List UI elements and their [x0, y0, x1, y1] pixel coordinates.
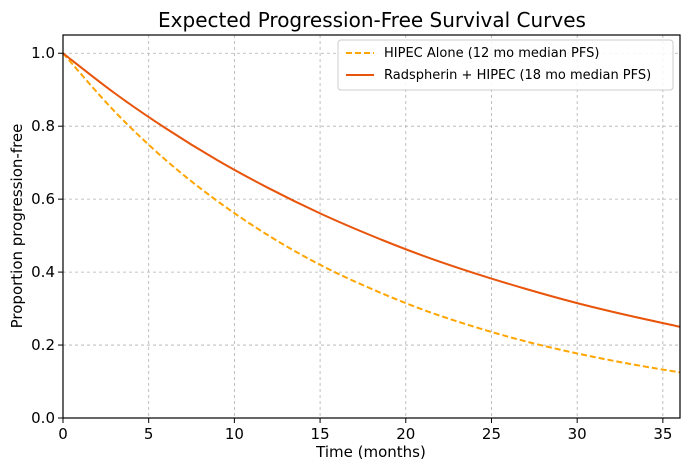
plot-frame [62, 34, 681, 419]
y-tick-label: 0.2 [31, 336, 55, 354]
legend-box [337, 39, 674, 91]
series-layer [62, 52, 681, 374]
x-tick-label: 0 [58, 425, 68, 443]
grid [63, 35, 680, 418]
chart-title: Expected Progression-Free Survival Curve… [158, 8, 586, 32]
y-tick-label: 0.4 [31, 263, 55, 281]
x-tick-label: 30 [568, 425, 587, 443]
x-tick-label: 35 [653, 425, 672, 443]
y-tick-label: 0.6 [31, 190, 55, 208]
x-tick-label: 5 [144, 425, 154, 443]
x-axis-ticks: 0 5 10 15 20 25 30 35 [58, 418, 672, 443]
y-axis-label: Proportion progression-free [8, 124, 26, 329]
y-tick-label: 0.0 [31, 409, 55, 427]
y-tick-label: 0.8 [31, 117, 55, 135]
x-tick-label: 20 [396, 425, 415, 443]
y-axis-ticks: 0.0 0.2 0.4 0.6 0.8 1.0 [31, 44, 63, 427]
legend-label-hipec-alone: HIPEC Alone (12 mo median PFS) [384, 46, 599, 61]
x-tick-label: 25 [482, 425, 501, 443]
legend: HIPEC Alone (12 mo median PFS) Radspheri… [337, 39, 674, 91]
series-line-radspherin-hipec [62, 52, 681, 328]
x-tick-label: 15 [311, 425, 330, 443]
x-axis-label: Time (months) [315, 443, 426, 461]
x-tick-label: 10 [225, 425, 244, 443]
legend-label-radspherin-hipec: Radspherin + HIPEC (18 mo median PFS) [384, 68, 651, 83]
y-tick-label: 1.0 [31, 44, 55, 62]
series-line-hipec-alone [62, 52, 681, 374]
